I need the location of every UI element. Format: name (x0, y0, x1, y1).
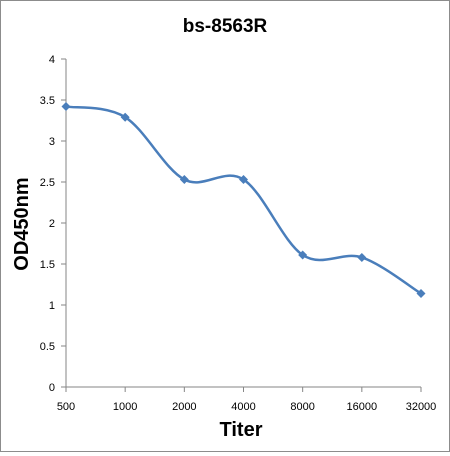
x-tick-label: 16000 (347, 401, 378, 413)
x-tick-label: 4000 (231, 401, 255, 413)
y-tick-label: 1 (49, 300, 55, 312)
x-tick-label: 32000 (406, 401, 437, 413)
x-tick-labels: 500 1000 2000 4000 8000 16000 32000 (57, 401, 436, 413)
y-tick-label: 3 (49, 136, 55, 148)
y-tick-label: 4 (49, 54, 55, 66)
y-tick-labels: 0 0.5 1 1.5 2 2.5 3 3.5 4 (40, 54, 55, 394)
data-point-marker (298, 250, 308, 260)
y-axis-label: OD450nm (11, 177, 33, 270)
y-tick-label: 1.5 (40, 259, 55, 271)
x-tick-label: 500 (57, 401, 75, 413)
data-point-marker (416, 289, 426, 299)
data-point-marker (239, 175, 248, 185)
y-tick-label: 3.5 (40, 95, 55, 107)
x-tick-label: 8000 (290, 401, 314, 413)
y-tick-label: 2 (49, 218, 55, 230)
x-tick-label: 2000 (172, 401, 196, 413)
x-axis-label: Titer (220, 419, 263, 441)
series-group (61, 102, 426, 299)
data-point-marker (357, 252, 367, 262)
data-point-marker (120, 112, 130, 122)
y-tick-label: 0 (49, 382, 55, 394)
axes (61, 58, 422, 392)
series-line (65, 105, 422, 295)
y-tick-label: 0.5 (40, 341, 55, 353)
data-point-marker (61, 102, 71, 112)
y-tick-label: 2.5 (40, 177, 55, 189)
chart-title: bs-8563R (183, 16, 268, 37)
x-tick-label: 1000 (113, 401, 137, 413)
data-point-marker (179, 175, 189, 185)
